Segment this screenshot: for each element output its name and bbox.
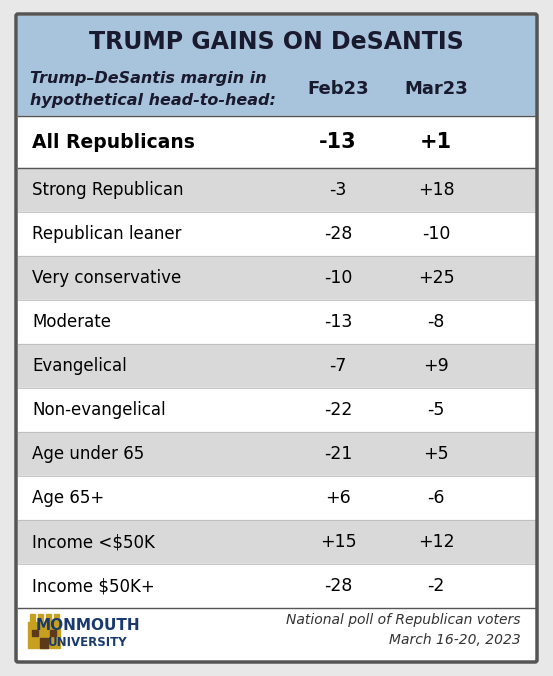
Bar — [18, 256, 535, 300]
Text: Moderate: Moderate — [32, 313, 111, 331]
Text: National poll of Republican voters
March 16-20, 2023: National poll of Republican voters March… — [286, 612, 521, 648]
Text: Age 65+: Age 65+ — [32, 489, 105, 507]
Text: -28: -28 — [324, 225, 352, 243]
Text: Republican leaner: Republican leaner — [32, 225, 181, 243]
Text: Evangelical: Evangelical — [32, 357, 127, 375]
Text: Mar23: Mar23 — [404, 80, 468, 98]
Text: +1: +1 — [420, 132, 452, 152]
Bar — [28, 622, 60, 648]
Text: -6: -6 — [427, 489, 445, 507]
Text: +25: +25 — [418, 269, 455, 287]
Bar — [18, 564, 535, 608]
Text: All Republicans: All Republicans — [32, 132, 195, 151]
Text: Strong Republican: Strong Republican — [32, 181, 184, 199]
Bar — [46, 614, 51, 622]
Bar — [38, 614, 43, 622]
Bar — [18, 116, 535, 168]
Bar — [18, 388, 535, 432]
Text: +12: +12 — [418, 533, 455, 551]
Bar — [18, 16, 535, 116]
Text: -22: -22 — [324, 401, 352, 419]
Text: -13: -13 — [319, 132, 357, 152]
Bar — [40, 638, 48, 648]
Text: TRUMP GAINS ON DeSANTIS: TRUMP GAINS ON DeSANTIS — [89, 30, 464, 54]
Text: Income <$50K: Income <$50K — [32, 533, 155, 551]
Text: +5: +5 — [423, 445, 449, 463]
Text: Non-evangelical: Non-evangelical — [32, 401, 166, 419]
Bar — [18, 168, 535, 212]
Text: -28: -28 — [324, 577, 352, 595]
Bar — [18, 344, 535, 388]
Text: -3: -3 — [330, 181, 347, 199]
Text: Very conservative: Very conservative — [32, 269, 181, 287]
Text: Age under 65: Age under 65 — [32, 445, 144, 463]
Bar — [32, 630, 38, 636]
Text: -10: -10 — [422, 225, 450, 243]
Text: +15: +15 — [320, 533, 356, 551]
Bar — [30, 614, 35, 622]
Text: Income $50K+: Income $50K+ — [32, 577, 155, 595]
Text: -13: -13 — [324, 313, 352, 331]
Bar — [54, 614, 59, 622]
Text: -7: -7 — [330, 357, 347, 375]
Text: hypothetical head-to-head:: hypothetical head-to-head: — [30, 93, 276, 107]
Bar — [18, 608, 535, 660]
Text: UNIVERSITY: UNIVERSITY — [48, 635, 128, 648]
Text: +6: +6 — [325, 489, 351, 507]
Text: +9: +9 — [423, 357, 449, 375]
Bar — [50, 630, 56, 636]
Bar — [18, 476, 535, 520]
Text: Feb23: Feb23 — [307, 80, 369, 98]
Text: -2: -2 — [427, 577, 445, 595]
Text: -5: -5 — [427, 401, 445, 419]
Text: +18: +18 — [418, 181, 455, 199]
Bar — [18, 300, 535, 344]
Bar — [18, 212, 535, 256]
Text: Trump–DeSantis margin in: Trump–DeSantis margin in — [30, 70, 267, 85]
Text: -8: -8 — [427, 313, 445, 331]
Text: -21: -21 — [324, 445, 352, 463]
Bar — [18, 520, 535, 564]
Bar — [18, 432, 535, 476]
Text: MONMOUTH: MONMOUTH — [36, 619, 140, 633]
Text: -10: -10 — [324, 269, 352, 287]
